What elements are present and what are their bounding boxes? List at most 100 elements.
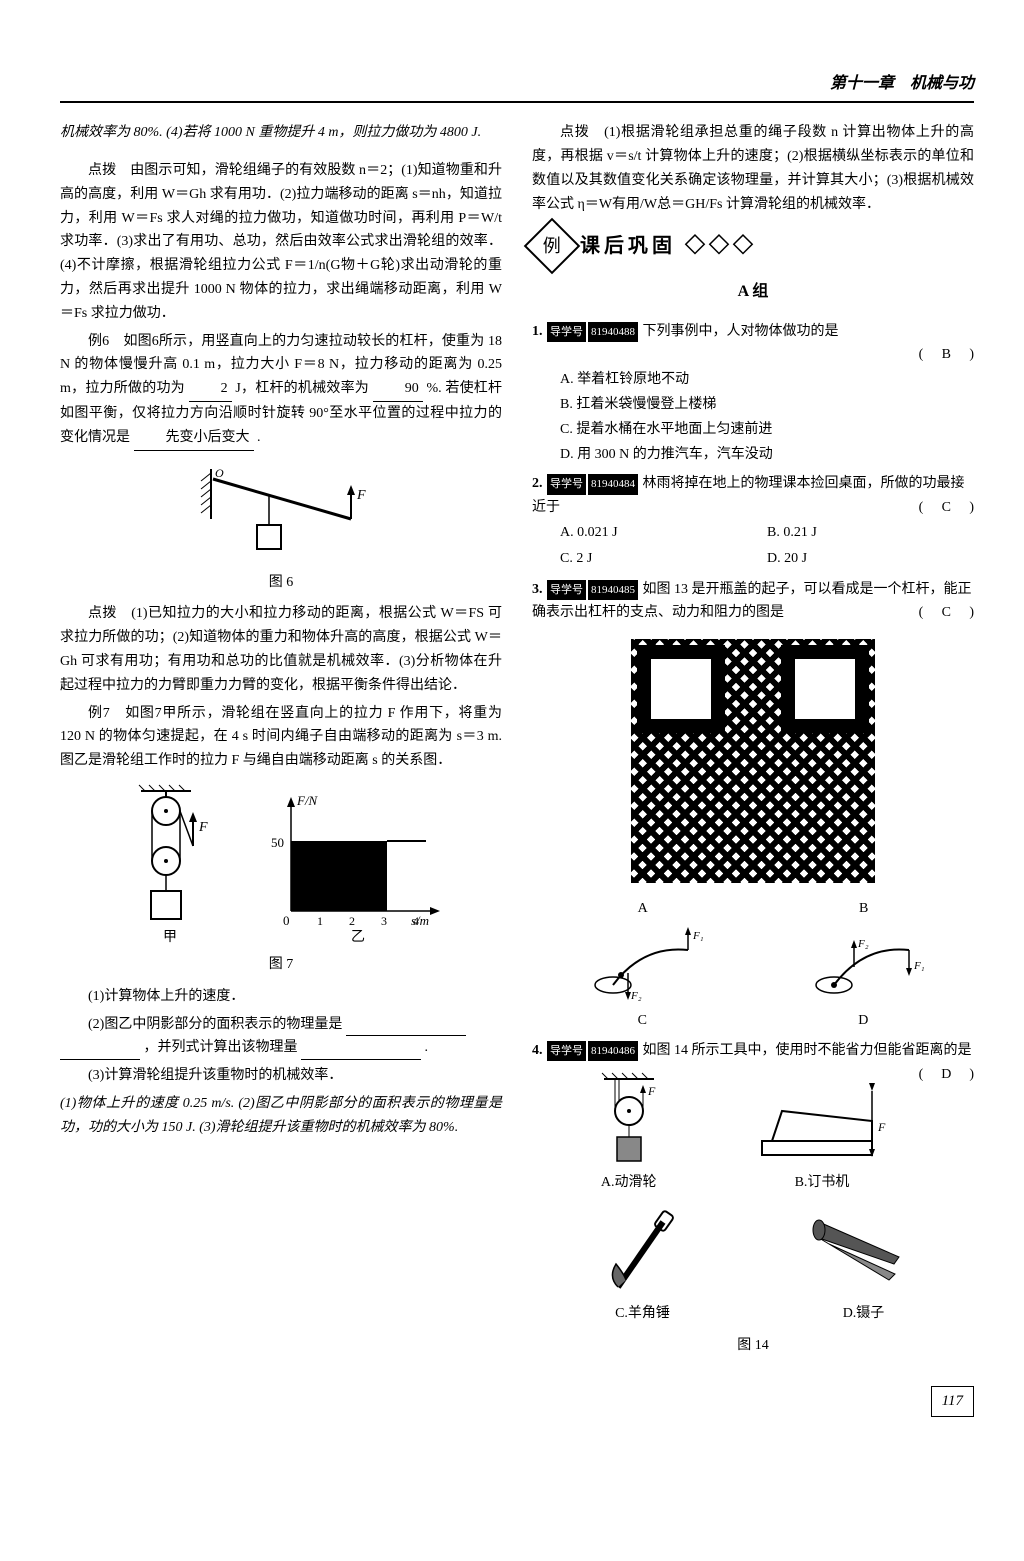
- svg-text:F₁: F₁: [692, 930, 704, 942]
- q4-num: 4.: [532, 1043, 543, 1058]
- q1-tag1: 导学号: [547, 322, 586, 343]
- tool-b-label: B.订书机: [725, 1171, 918, 1195]
- q3-label-b: B: [859, 897, 868, 921]
- q3-ab-row: A B: [532, 897, 974, 921]
- q1-answer: B: [937, 343, 955, 367]
- q3-label-c: C: [638, 1009, 647, 1033]
- dianbo-text: 点拨 由图示可知，滑轮组绳子的有效股数 n＝2；(1)知道物重和升高的高度，利用…: [60, 159, 502, 326]
- ex6-blank-2: 90: [373, 377, 423, 402]
- page-number-box: 117: [60, 1386, 974, 1418]
- q1-opt-c: C. 提着水桶在水平地面上匀速前进: [560, 418, 974, 442]
- chapter-title: 第十一章 机械与功: [830, 75, 974, 92]
- q7-1: (1)计算物体上升的速度．: [60, 985, 502, 1009]
- blank-3: [301, 1042, 421, 1060]
- q3-answer: C: [937, 601, 955, 625]
- q2-num: 2.: [532, 476, 543, 491]
- ex6-part-b: J，杠杆的机械效率为: [235, 381, 372, 396]
- tool-a-label: A.动滑轮: [532, 1171, 725, 1195]
- right-dianbo: 点拨 (1)根据滑轮组承担总重的绳子段数 n 计算出物体上升的高度，再根据 v＝…: [532, 121, 974, 216]
- tool-a: F A.动滑轮: [532, 1071, 725, 1195]
- tool-b: F B.订书机: [725, 1071, 918, 1195]
- intro-text: 机械效率为 80%. (4)若将 1000 N 重物提升 4 m，则拉力做功为 …: [60, 121, 502, 145]
- ex6-blank-3: 先变小后变大: [134, 426, 254, 451]
- page-number: 117: [931, 1386, 974, 1418]
- tool-d: D.镊子: [753, 1202, 974, 1326]
- section-header: 例 课后巩固 ◇◇◇: [532, 226, 974, 266]
- ex6-part-d: .: [257, 430, 261, 445]
- q2-opt-a: A. 0.021 J: [560, 521, 767, 545]
- q1-tag2: 81940488: [588, 322, 638, 343]
- svg-text:F: F: [647, 1084, 656, 1098]
- example-6: 例6 如图6所示，用竖直向上的力匀速拉动较长的杠杆，使重为 18 N 的物体慢慢…: [60, 330, 502, 451]
- tool-c-label: C.羊角锤: [532, 1302, 753, 1326]
- q1-text: 下列事例中，人对物体做功的是: [643, 324, 839, 339]
- q3-label-d: D: [858, 1009, 868, 1033]
- q2-answer-line: ( C ): [919, 496, 974, 520]
- q2-tag1: 导学号: [547, 474, 586, 495]
- q1-options: A. 举着杠铃原地不动 B. 扛着米袋慢慢登上楼梯 C. 提着水桶在水平地面上匀…: [532, 368, 974, 466]
- q2-answer: C: [937, 496, 955, 520]
- q3-tag2: 81940485: [588, 580, 638, 601]
- qr-code: [623, 631, 883, 891]
- q4-answer: D: [937, 1063, 955, 1087]
- svg-text:3: 3: [381, 914, 387, 928]
- blank-2: [60, 1042, 140, 1060]
- q1-opt-b: B. 扛着米袋慢慢登上楼梯: [560, 393, 974, 417]
- svg-text:0: 0: [283, 913, 290, 928]
- q2-opt-c: C. 2 J: [560, 547, 767, 571]
- figure-6: O F 图 6: [60, 459, 502, 595]
- svg-text:O: O: [215, 466, 224, 480]
- section-icon: 例: [524, 218, 581, 275]
- chapter-header: 第十一章 机械与功: [60, 70, 974, 103]
- q3-tag1: 导学号: [547, 580, 586, 601]
- svg-text:乙: 乙: [351, 929, 365, 945]
- svg-text:F/N: F/N: [296, 793, 319, 808]
- section-title-text: 课后巩固 ◇◇◇: [580, 229, 757, 263]
- q1-opt-a: A. 举着杠铃原地不动: [560, 368, 974, 392]
- q2-options: A. 0.021 J B. 0.21 J C. 2 J D. 20 J: [532, 520, 974, 572]
- q2-opt-b: B. 0.21 J: [767, 521, 974, 545]
- svg-text:F: F: [877, 1120, 886, 1134]
- question-4: 4. 导学号81940486 如图 14 所示工具中，使用时不能省力但能省距离的…: [532, 1039, 974, 1358]
- dianbo-6: 点拨 (1)已知拉力的大小和拉力移动的距离，根据公式 W＝FS 可求拉力所做的功…: [60, 602, 502, 697]
- left-column: 机械效率为 80%. (4)若将 1000 N 重物提升 4 m，则拉力做功为 …: [60, 121, 502, 1366]
- question-2: 2. 导学号81940484 林雨将掉在地上的物理课本捡回桌面，所做的功最接近于…: [532, 472, 974, 571]
- blank-1: [346, 1018, 466, 1036]
- svg-text:4: 4: [413, 914, 419, 928]
- q4-answer-line: ( D ): [919, 1063, 974, 1087]
- q1-opt-d: D. 用 300 N 的力推汽车，汽车没动: [560, 443, 974, 467]
- q1-num: 1.: [532, 324, 543, 339]
- question-1: 1. 导学号81940488 下列事例中，人对物体做功的是 ( B ) A. 举…: [532, 320, 974, 467]
- q3-cd-figs: F₁ F₂ F₁ F₂: [532, 925, 974, 1005]
- q7-answers: (1)物体上升的速度 0.25 m/s. (2)图乙中阴影部分的面积表示的物理量…: [60, 1092, 502, 1140]
- q2-tag2: 81940484: [588, 474, 638, 495]
- q1-answer-line: ( B ): [532, 343, 974, 367]
- q4-tag1: 导学号: [547, 1041, 586, 1062]
- tool-d-label: D.镊子: [753, 1302, 974, 1326]
- q3-cd-row: C D: [532, 1009, 974, 1033]
- example-7: 例7 如图7甲所示，滑轮组在竖直向上的拉力 F 作用下，将重为 120 N 的物…: [60, 702, 502, 773]
- q7-3: (3)计算滑轮组提升该重物时的机械效率．: [60, 1064, 502, 1088]
- q3-num: 3.: [532, 582, 543, 597]
- main-columns: 机械效率为 80%. (4)若将 1000 N 重物提升 4 m，则拉力做功为 …: [60, 121, 974, 1366]
- svg-text:1: 1: [317, 914, 323, 928]
- ex6-blank-1: 2: [189, 377, 232, 402]
- q7-2: (2)图乙中阴影部分的面积表示的物理量是 ，并列式计算出该物理量 .: [60, 1013, 502, 1061]
- svg-text:F₁: F₁: [913, 960, 925, 972]
- q3-label-a: A: [638, 897, 648, 921]
- fig7-F-label: F: [198, 820, 208, 835]
- q4-text: 如图 14 所示工具中，使用时不能省力但能省距离的是: [643, 1043, 972, 1058]
- q4-tools-row2: C.羊角锤 D.镊子: [532, 1202, 974, 1326]
- svg-text:F₂: F₂: [857, 938, 869, 950]
- figure-7-label: 图 7: [60, 953, 502, 977]
- q4-tools-row1: F A.动滑轮 F B.订: [532, 1071, 919, 1195]
- question-3: 3. 导学号81940485 如图 13 是开瓶盖的起子，可以看成是一个杠杆，能…: [532, 578, 974, 1033]
- right-column: 点拨 (1)根据滑轮组承担总重的绳子段数 n 计算出物体上升的高度，再根据 v＝…: [532, 121, 974, 1366]
- figure-7: F 甲 F/N s/m 50 0: [60, 781, 502, 977]
- svg-text:2: 2: [349, 914, 355, 928]
- q2-opt-d: D. 20 J: [767, 547, 974, 571]
- figure-14-label: 图 14: [532, 1334, 974, 1358]
- svg-text:50: 50: [271, 835, 284, 850]
- svg-text:F₂: F₂: [630, 990, 642, 1002]
- q4-tag2: 81940486: [588, 1041, 638, 1062]
